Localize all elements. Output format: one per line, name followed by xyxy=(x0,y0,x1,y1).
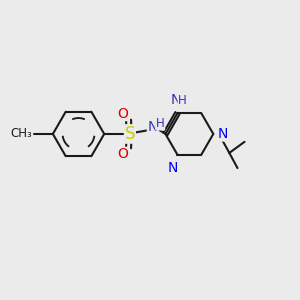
Text: N: N xyxy=(218,127,228,141)
Text: N: N xyxy=(171,93,181,107)
Text: O: O xyxy=(117,147,128,161)
Text: CH₃: CH₃ xyxy=(10,128,32,140)
Text: H: H xyxy=(156,117,165,130)
Text: O: O xyxy=(117,106,128,121)
Text: N: N xyxy=(147,120,158,134)
Text: S: S xyxy=(124,125,135,143)
Text: N: N xyxy=(168,160,178,175)
Text: H: H xyxy=(178,94,187,107)
